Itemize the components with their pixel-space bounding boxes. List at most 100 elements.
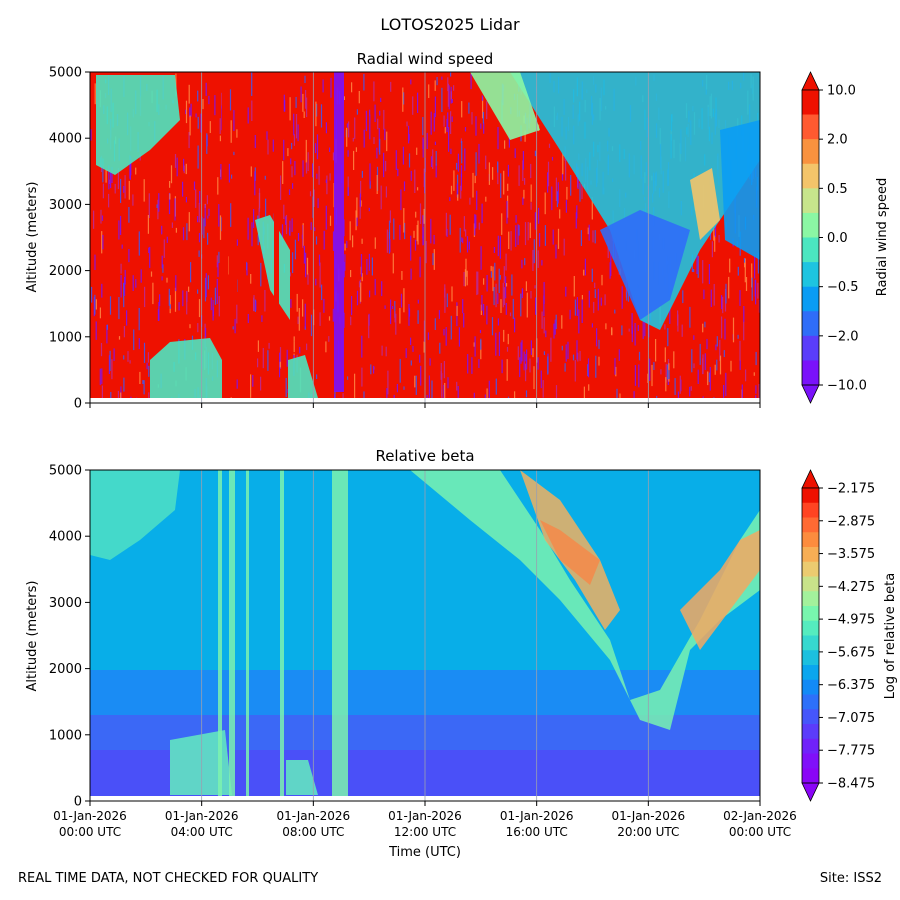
colorbar-swatch <box>802 188 819 214</box>
x-tick-date: 01-Jan-2026 <box>53 809 127 823</box>
colorbar-tick-label: −7.075 <box>827 711 875 726</box>
wind-x-ticks <box>89 403 761 408</box>
colorbar-tick-label: −6.375 <box>827 678 875 693</box>
colorbar-tick-label: −2.875 <box>827 514 875 529</box>
colorbar-swatch <box>802 768 819 784</box>
colorbar-tick-label: −7.775 <box>827 744 875 759</box>
x-tick-date: 01-Jan-2026 <box>388 809 462 823</box>
y-tick-label: 1000 <box>49 728 82 743</box>
colorbar-swatch <box>802 679 819 695</box>
colorbar-swatch <box>802 532 819 548</box>
wind-y-axis: 0 1000 2000 3000 4000 5000 <box>49 66 90 412</box>
colorbar-swatch <box>802 591 819 607</box>
colorbar-swatch <box>802 694 819 710</box>
x-tick-time: 20:00 UTC <box>617 825 679 839</box>
colorbar-swatch <box>802 635 819 651</box>
colorbar-swatch <box>802 311 819 337</box>
colorbar-min-arrow <box>801 782 820 802</box>
colorbar-swatch <box>802 561 819 577</box>
wind-heatmap <box>90 72 760 403</box>
colorbar-swatch <box>802 709 819 725</box>
y-tick-label: 3000 <box>49 198 82 213</box>
wind-y-axis-label: Altitude (meters) <box>25 182 40 293</box>
quality-disclaimer: REAL TIME DATA, NOT CHECKED FOR QUALITY <box>18 871 318 886</box>
colorbar-swatch <box>802 237 819 263</box>
colorbar-tick-label: 2.0 <box>827 133 848 148</box>
x-tick-time: 00:00 UTC <box>729 825 791 839</box>
x-tick-date: 01-Jan-2026 <box>612 809 686 823</box>
x-tick-time: 12:00 UTC <box>394 825 456 839</box>
colorbar-swatch <box>802 753 819 769</box>
x-tick-time: 08:00 UTC <box>282 825 344 839</box>
colorbar-swatch <box>802 335 819 361</box>
colorbar-swatch <box>802 360 819 386</box>
y-tick-label: 5000 <box>49 66 82 81</box>
wind-colorbar: 10.0 2.0 0.5 0.0 −0.5 −2.0 −10.0 <box>801 71 867 404</box>
x-tick-date: 02-Jan-2026 <box>723 809 797 823</box>
beta-y-axis: 0 1000 2000 3000 4000 5000 <box>49 464 90 810</box>
colorbar-max-arrow <box>801 71 820 91</box>
colorbar-swatch <box>802 650 819 666</box>
colorbar-tick-label: −4.275 <box>827 580 875 595</box>
figure-title: LOTOS2025 Lidar <box>380 15 520 34</box>
colorbar-max-arrow <box>801 469 820 489</box>
x-tick-time: 00:00 UTC <box>59 825 121 839</box>
colorbar-tick-label: −10.0 <box>827 379 867 394</box>
y-tick-label: 1000 <box>49 330 82 345</box>
colorbar-tick-label: −2.0 <box>827 329 859 344</box>
beta-heatmap <box>90 470 760 801</box>
colorbar-swatch <box>802 576 819 592</box>
colorbar-swatch <box>802 606 819 622</box>
colorbar-tick-label: −2.175 <box>827 482 875 497</box>
y-tick-label: 5000 <box>49 464 82 479</box>
wind-panel-title: Radial wind speed <box>357 50 494 68</box>
colorbar-swatch <box>802 724 819 740</box>
colorbar-swatch <box>802 139 819 165</box>
colorbar-swatch <box>802 620 819 636</box>
colorbar-swatch <box>802 212 819 238</box>
beta-panel: Relative beta 0 1000 2000 3000 4000 5000 01-J… <box>25 447 898 860</box>
colorbar-swatch <box>802 163 819 189</box>
beta-x-axis-label: Time (UTC) <box>388 845 461 860</box>
colorbar-swatch <box>802 90 819 115</box>
colorbar-swatch <box>802 262 819 287</box>
colorbar-tick-label: 10.0 <box>827 84 856 99</box>
colorbar-tick-label: −3.575 <box>827 547 875 562</box>
beta-x-axis: 01-Jan-2026 00:00 UTC 01-Jan-2026 04:00 UTC… <box>53 801 797 839</box>
y-tick-label: 0 <box>74 795 82 810</box>
colorbar-tick-label: −8.475 <box>827 777 875 792</box>
beta-panel-title: Relative beta <box>375 447 474 465</box>
x-tick-time: 04:00 UTC <box>171 825 233 839</box>
x-tick-time: 16:00 UTC <box>506 825 568 839</box>
colorbar-swatch <box>802 286 819 312</box>
x-tick-date: 01-Jan-2026 <box>165 809 239 823</box>
colorbar-swatch <box>802 547 819 563</box>
y-tick-label: 2000 <box>49 662 82 677</box>
wind-colorbar-label: Radial wind speed <box>875 178 890 296</box>
colorbar-swatch <box>802 114 819 140</box>
colorbar-tick-label: −0.5 <box>827 280 859 295</box>
y-tick-label: 4000 <box>49 132 82 147</box>
y-tick-label: 3000 <box>49 596 82 611</box>
colorbar-swatch <box>802 517 819 533</box>
colorbar-swatch <box>802 488 819 504</box>
colorbar-tick-label: 0.0 <box>827 231 848 246</box>
y-tick-label: 2000 <box>49 264 82 279</box>
colorbar-tick-label: −5.675 <box>827 645 875 660</box>
beta-y-axis-label: Altitude (meters) <box>25 581 40 692</box>
colorbar-swatch <box>802 665 819 681</box>
x-tick-date: 01-Jan-2026 <box>500 809 574 823</box>
beta-colorbar-label: Log of relative beta <box>883 573 898 700</box>
colorbar-swatch <box>802 738 819 754</box>
wind-panel: Radial wind speed 010002000300040005000 … <box>25 50 890 412</box>
colorbar-swatch <box>802 502 819 518</box>
colorbar-tick-label: −4.975 <box>827 613 875 628</box>
beta-colorbar: −2.175 −2.875 −3.575 −4.275 −4.975 −5.675 −6.3… <box>801 469 875 802</box>
y-tick-label: 4000 <box>49 530 82 545</box>
colorbar-tick-label: 0.5 <box>827 182 848 197</box>
colorbar-min-arrow <box>801 384 820 404</box>
x-tick-date: 01-Jan-2026 <box>277 809 351 823</box>
y-tick-label: 0 <box>74 397 82 412</box>
site-label: Site: ISS2 <box>820 871 882 886</box>
